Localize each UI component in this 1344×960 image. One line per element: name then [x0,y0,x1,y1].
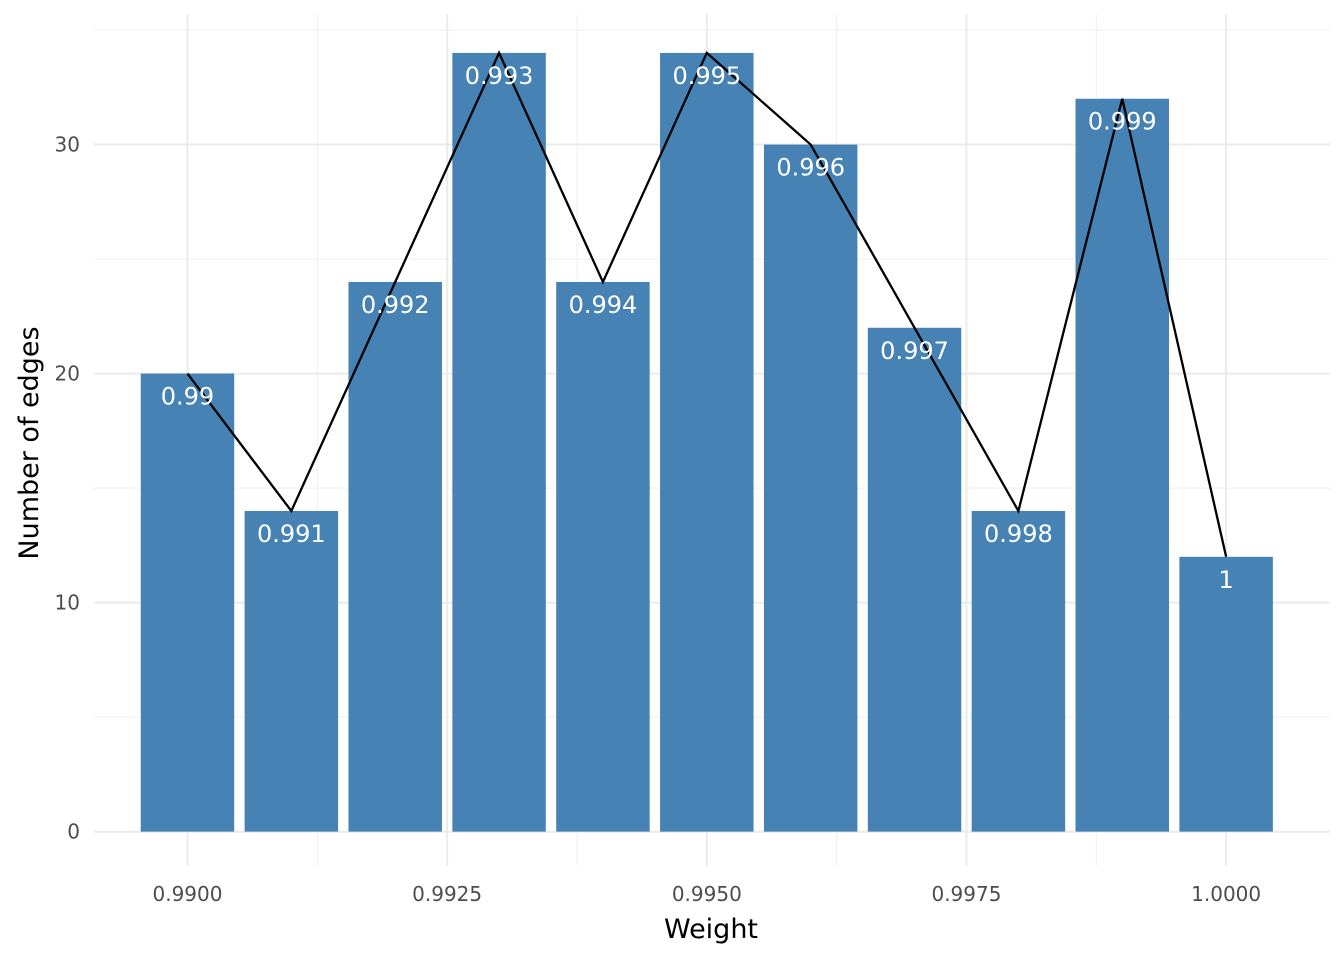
bar-data-label: 0.99 [161,383,214,411]
bar [763,144,858,832]
x-tick-label: 1.0000 [1191,882,1261,906]
bar-data-label: 0.992 [361,291,430,319]
bar [1075,98,1170,832]
bar-data-label: 0.998 [984,520,1053,548]
bar-data-label: 1 [1218,566,1233,594]
bar [971,511,1066,832]
bar-data-label: 0.997 [880,337,949,365]
bar [140,373,235,832]
bar [556,281,650,832]
x-tick-label: 0.9950 [672,882,742,906]
bar-data-label: 0.994 [569,291,638,319]
bar-data-label: 0.993 [465,62,534,90]
bar [1179,556,1273,832]
x-axis-title: Weight [664,914,758,945]
y-tick-label: 20 [55,362,80,386]
trend-line [186,50,1228,558]
bar [660,52,754,832]
y-axis-title: Number of edges [14,326,45,559]
y-tick-label: 30 [55,133,80,157]
x-tick-label: 0.9975 [931,882,1001,906]
y-tick-label: 10 [55,591,80,615]
bar-data-label: 0.991 [257,520,326,548]
bar-data-label: 0.995 [672,62,741,90]
bar [452,52,546,832]
x-tick-label: 0.9900 [152,882,222,906]
bar-data-label: 0.996 [776,154,845,182]
bar [348,281,442,832]
bar [244,511,339,832]
bar [867,327,962,832]
x-tick-label: 0.9925 [412,882,482,906]
bar-data-label: 0.999 [1088,108,1157,136]
y-tick-label: 0 [67,820,80,844]
